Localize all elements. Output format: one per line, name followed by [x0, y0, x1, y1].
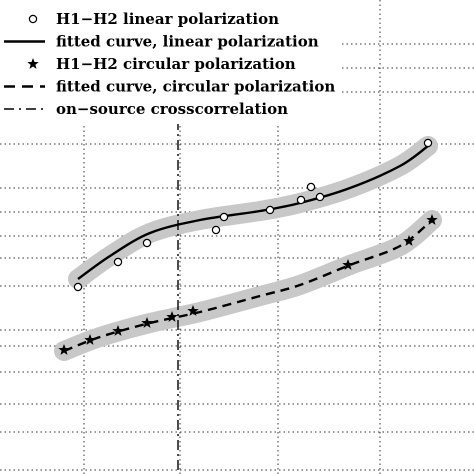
legend-label: H1−H2 circular polarization: [56, 55, 296, 73]
data-point-circle: [265, 205, 275, 215]
data-series: [58, 0, 438, 474]
data-point-star: [403, 235, 415, 246]
series-line-solid: [77, 145, 429, 280]
legend-label: fitted curve, linear polarization: [56, 33, 319, 51]
data-point-circle: [142, 238, 152, 248]
data-point-star: [187, 305, 199, 316]
legend: H1−H2 linear polarization fitted curve, l…: [0, 0, 340, 124]
legend-label: H1−H2 linear polarization: [56, 10, 279, 28]
data-point-star: [84, 334, 96, 345]
legend-marker-star: [27, 58, 39, 69]
data-point-star: [342, 259, 354, 270]
data-point-circle: [113, 257, 123, 267]
data-point-circle: [423, 138, 433, 148]
data-point-circle: [306, 182, 316, 192]
series-line-dashed: [63, 219, 433, 353]
data-point-star: [426, 214, 438, 225]
legend-label: on−source crosscorrelation: [56, 100, 288, 118]
data-point-star: [58, 344, 70, 355]
legend-box: [0, 0, 340, 124]
legend-marker-circle: [28, 14, 38, 24]
data-point-star: [166, 311, 178, 322]
data-point-circle: [211, 225, 221, 235]
data-point-star: [141, 317, 153, 328]
legend-label: fitted curve, circular polarization: [56, 78, 335, 96]
data-point-circle: [219, 212, 229, 222]
data-point-circle: [315, 192, 325, 202]
data-point-circle: [73, 282, 83, 292]
data-point-star: [112, 325, 124, 336]
data-point-circle: [296, 195, 306, 205]
